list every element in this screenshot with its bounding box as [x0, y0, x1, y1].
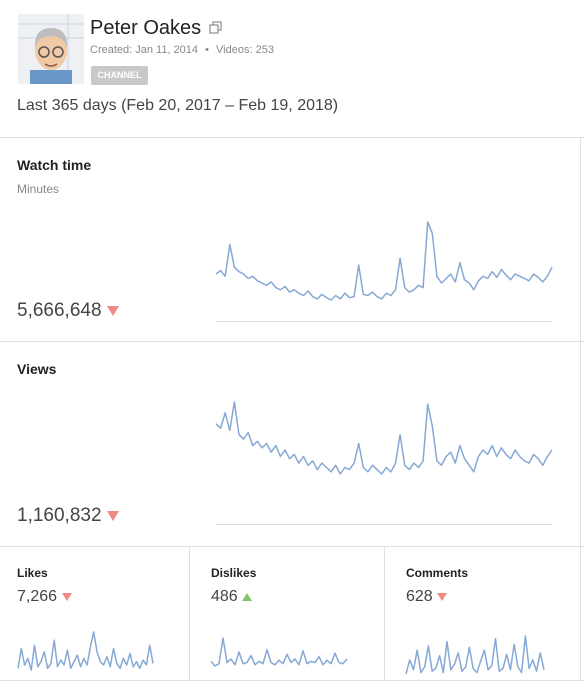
channel-badge: CHANNEL [91, 66, 148, 85]
card-title[interactable]: Comments [406, 566, 469, 580]
separator: • [205, 44, 209, 56]
card-title[interactable]: Likes [17, 566, 48, 580]
value: 628 [406, 588, 433, 605]
sparkline [17, 631, 154, 671]
videos: Videos: 253 [216, 44, 274, 56]
value: 5,666,648 [17, 300, 102, 321]
period[interactable]: Last 365 days (Feb 20, 2017 – Feb 19, 20… [17, 97, 339, 114]
card-title[interactable]: Watch time [17, 157, 92, 173]
card-value: 5,666,648 [17, 300, 119, 322]
trend-icon [61, 593, 72, 601]
divider [580, 137, 581, 680]
trend-icon [242, 593, 253, 601]
divider [384, 546, 385, 680]
sparkline-path [17, 631, 154, 671]
avatar [18, 14, 84, 84]
trend-icon [437, 593, 448, 601]
sparkline [215, 401, 553, 475]
external-link-icon[interactable] [209, 21, 222, 34]
divider [0, 341, 584, 342]
card-value: 628 [406, 588, 448, 606]
divider [0, 680, 584, 681]
sparkline-path [210, 637, 348, 667]
card-title[interactable]: Views [17, 361, 57, 377]
card-value: 486 [211, 588, 253, 606]
sparkline-path [215, 401, 553, 475]
trend-arrow [106, 511, 119, 521]
trend-arrow [106, 306, 119, 316]
divider [0, 137, 584, 138]
chart-baseline [216, 524, 552, 525]
channel-title[interactable]: Peter Oakes [90, 17, 202, 39]
sparkline [405, 635, 545, 675]
card-title[interactable]: Dislikes [211, 566, 257, 580]
card-value: 7,266 [17, 588, 72, 606]
sparkline [210, 637, 348, 667]
channel-meta: Created: Jan 11, 2014 • Videos: 253 [90, 44, 274, 56]
value: 1,160,832 [17, 505, 102, 526]
trend-arrow [242, 593, 253, 601]
trend-arrow [61, 593, 72, 601]
card-value: 1,160,832 [17, 505, 119, 527]
divider [0, 546, 584, 547]
card-unit: Minutes [17, 182, 60, 196]
chart-baseline [216, 321, 552, 322]
sparkline-path [405, 635, 545, 675]
trend-icon [106, 511, 119, 521]
divider [189, 546, 190, 680]
sparkline-path [215, 221, 553, 301]
value: 7,266 [17, 588, 58, 605]
trend-arrow [437, 593, 448, 601]
value: 486 [211, 588, 238, 605]
created: Created: Jan 11, 2014 [90, 44, 199, 56]
trend-icon [106, 306, 119, 316]
sparkline [215, 221, 553, 301]
